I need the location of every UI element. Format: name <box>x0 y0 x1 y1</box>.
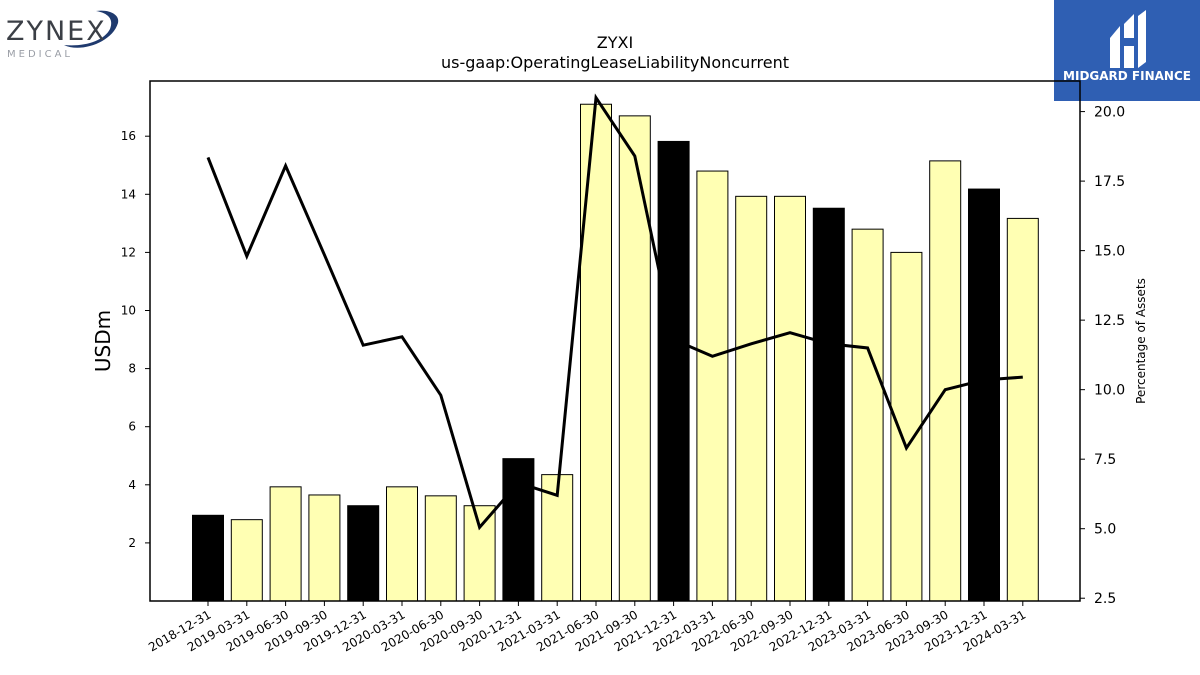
bar <box>774 195 806 602</box>
bar <box>308 494 341 602</box>
bar <box>502 458 535 602</box>
y2-tick-label: 10.0 <box>1094 383 1125 399</box>
bar <box>618 115 651 602</box>
bar <box>735 195 768 602</box>
bar <box>696 170 729 602</box>
y2-tick-label: 2.5 <box>1094 591 1116 607</box>
bar <box>580 103 612 602</box>
bar <box>424 495 457 602</box>
bar <box>347 505 380 602</box>
y-axis-label: USDm <box>91 310 115 372</box>
y2-tick-label: 15.0 <box>1094 244 1125 260</box>
bar <box>230 519 263 602</box>
bar <box>192 514 224 602</box>
bar <box>1006 217 1039 602</box>
zynex-medical-logo: ZYNEX MEDICAL <box>0 0 130 70</box>
chart-subtitle: us-gaap:OperatingLeaseLiabilityNoncurren… <box>441 53 789 72</box>
chart-title: ZYXI <box>597 33 633 52</box>
y-tick-label: 8 <box>128 362 136 376</box>
logo-label: MIDGARD FINANCE <box>1063 69 1191 83</box>
y2-tick-label: 12.5 <box>1094 313 1125 329</box>
y2-tick-label: 7.5 <box>1094 452 1116 468</box>
logo-wordmark: ZYNEX <box>6 16 107 47</box>
y2-tick-label: 17.5 <box>1094 174 1125 190</box>
bar <box>386 486 418 602</box>
bar <box>812 207 845 602</box>
y-tick-label: 2 <box>128 536 136 550</box>
y-tick-label: 4 <box>128 478 136 492</box>
y2-tick-label: 20.0 <box>1094 105 1125 121</box>
bar <box>657 140 690 602</box>
bar <box>269 486 302 602</box>
bar <box>890 251 923 602</box>
y-tick-label: 6 <box>128 420 136 434</box>
percentage-line <box>206 93 1023 531</box>
logo-swoosh-icon <box>64 10 119 48</box>
plot-frame <box>149 80 1081 602</box>
y-tick-label: 10 <box>121 303 136 317</box>
y2-axis-label: Percentage of Assets <box>1134 278 1148 404</box>
y-tick-label: 12 <box>121 245 136 259</box>
bar <box>851 228 884 602</box>
logo-mark-icon <box>1110 10 1146 68</box>
bar <box>929 160 962 602</box>
logo-subtext: MEDICAL <box>7 49 73 60</box>
midgard-finance-logo: MIDGARD FINANCE <box>1054 0 1200 101</box>
y-tick-label: 14 <box>121 187 136 201</box>
bar <box>968 188 1000 602</box>
y-tick-label: 16 <box>121 129 136 143</box>
bar <box>463 505 496 602</box>
y2-tick-label: 5.0 <box>1094 522 1116 538</box>
